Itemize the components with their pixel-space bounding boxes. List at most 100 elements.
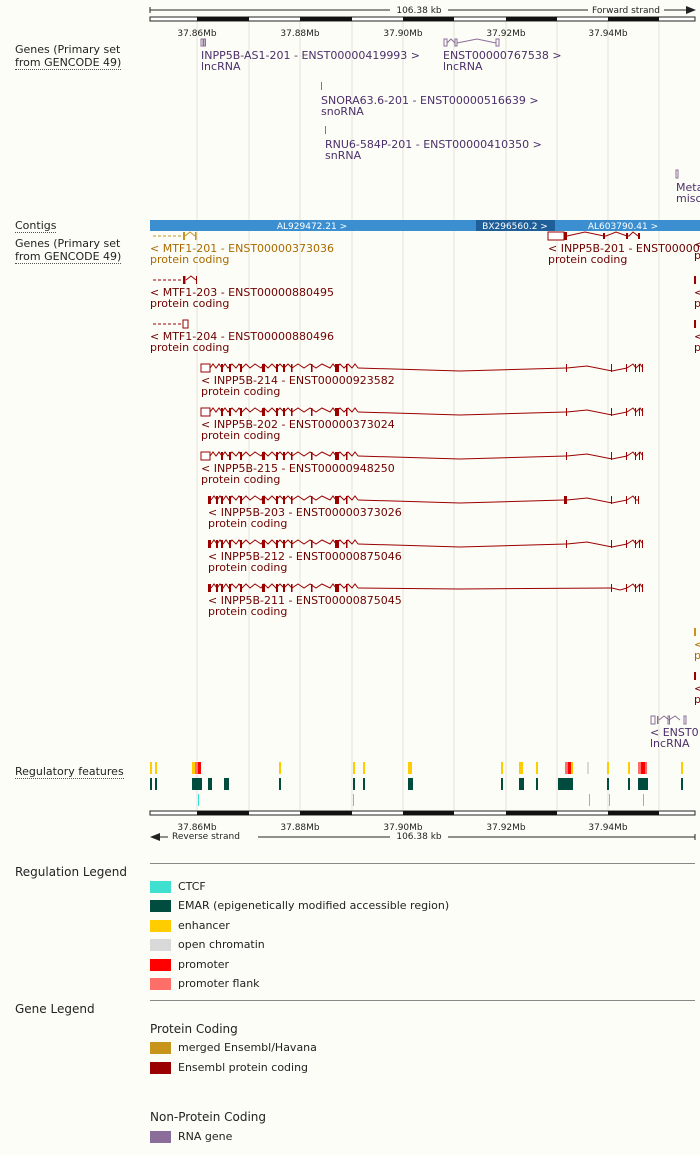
legend-swatch	[150, 939, 171, 951]
tick-label: 37.90Mb	[383, 823, 423, 833]
gene-name: < INPP5B-214 - ENST00000923582	[201, 374, 395, 387]
gene-biotype: protein coding	[150, 297, 229, 310]
gene-name: < INPP5B-201 - ENST00000373	[548, 242, 700, 255]
gene-name: < MTF1-203 - ENST00000880495	[150, 286, 334, 299]
gene-enst0-lncrna[interactable]: < ENST0 lncRNA	[650, 715, 699, 750]
gene-right-edge-4[interactable]: < p	[694, 672, 700, 706]
non-protein-coding-title: Non-Protein Coding	[150, 1110, 267, 1124]
track-label-line: from GENCODE 49)	[15, 56, 122, 69]
gene-biotype: p	[694, 649, 700, 662]
legend-swatch	[150, 900, 171, 912]
reg-feature	[353, 762, 355, 774]
genome-tracks[interactable]: 106.38 kb Forward strand 37.86Mb 37.88Mb…	[0, 0, 700, 850]
gene-name: < INPP5B-215 - ENST00000948250	[201, 462, 395, 475]
reg-feature	[408, 778, 413, 790]
reg-feature	[638, 778, 648, 790]
track-label-genes-reverse[interactable]: Genes (Primary set from GENCODE 49)	[15, 237, 122, 264]
reg-feature	[155, 778, 157, 790]
reg-feature	[628, 778, 630, 790]
legend-swatch	[150, 959, 171, 971]
reg-feature	[589, 794, 590, 806]
gene-biotype: protein coding	[548, 253, 627, 266]
gene-biotype: protein coding	[150, 253, 229, 266]
legend-swatch	[150, 1042, 171, 1054]
track-label-genes-forward[interactable]: Genes (Primary set from GENCODE 49)	[15, 43, 122, 70]
reg-feature	[565, 762, 568, 774]
contig-segment[interactable]	[555, 220, 700, 231]
gene-inpp5b-212[interactable]: < INPP5B-212 - ENST00000875046 protein c…	[208, 539, 644, 574]
bottom-scale-bar: 37.86Mb 37.88Mb 37.90Mb 37.92Mb 37.94Mb …	[149, 810, 696, 842]
contig-label: AL929472.21 >	[277, 222, 347, 232]
gene-mtf1-201[interactable]: < MTF1-201 - ENST00000373036 protein cod…	[150, 231, 334, 266]
gene-inpp5b-215[interactable]: < INPP5B-215 - ENST00000948250 protein c…	[200, 451, 644, 486]
gene-biotype: lncRNA	[201, 60, 241, 73]
reg-feature	[681, 778, 683, 790]
tick-label: 37.94Mb	[588, 29, 628, 39]
reverse-genes: < MTF1-201 - ENST00000373036 protein cod…	[150, 231, 700, 750]
gene-inpp5b-202[interactable]: < INPP5B-202 - ENST00000373024 protein c…	[200, 407, 644, 442]
gene-biotype: p	[694, 341, 700, 354]
reg-feature	[408, 762, 412, 774]
reg-feature	[609, 794, 610, 806]
reg-feature	[353, 794, 354, 806]
gene-biotype: snoRNA	[321, 105, 364, 118]
gene-right-edge-1[interactable]: < p	[694, 276, 700, 310]
reg-feature	[224, 778, 229, 790]
regulatory-track[interactable]	[150, 762, 683, 806]
gene-rnu6-584p-201[interactable]: RNU6-584P-201 - ENST00000410350 > snRNA	[325, 126, 542, 162]
gene-name: <	[694, 682, 700, 695]
legend-swatch	[150, 881, 171, 893]
reg-feature	[641, 762, 645, 774]
gene-right-edge-3[interactable]: < p	[694, 628, 700, 662]
contig-segment[interactable]	[476, 220, 555, 231]
gene-inpp5b-214[interactable]: < INPP5B-214 - ENST00000923582 protein c…	[200, 363, 644, 398]
reg-feature	[638, 762, 641, 774]
gene-snora63-6-201[interactable]: SNORA63.6-201 - ENST00000516639 > snoRNA	[321, 82, 539, 118]
track-label-contigs[interactable]: Contigs	[15, 219, 57, 233]
gene-right-edge-2[interactable]: < p	[694, 320, 700, 354]
legend-swatch	[150, 1131, 171, 1143]
gene-biotype: protein coding	[150, 341, 229, 354]
gene-biotype: protein coding	[201, 429, 280, 442]
legend-label: Ensembl protein coding	[178, 1061, 309, 1074]
bottom-span-label: 106.38 kb	[396, 832, 442, 842]
gene-enst00000767538[interactable]: ENST00000767538 > lncRNA	[443, 38, 562, 73]
gene-inpp5b-211[interactable]: < INPP5B-211 - ENST00000875045 protein c…	[208, 583, 644, 618]
reg-feature	[155, 762, 157, 774]
top-scale-bar: 106.38 kb Forward strand 37.86Mb 37.88Mb…	[149, 6, 696, 39]
gene-inpp5b-as1-201[interactable]: INPP5B-AS1-201 - ENST00000419993 > lncRN…	[200, 38, 420, 73]
forward-arrow-icon	[686, 6, 696, 14]
gene-legend-title: Gene Legend	[15, 1002, 95, 1016]
tick-label: 37.86Mb	[177, 823, 217, 833]
legend-label: merged Ensembl/Havana	[178, 1041, 317, 1054]
reg-feature	[607, 778, 609, 790]
legend-swatch	[150, 1062, 171, 1074]
reg-feature	[501, 778, 503, 790]
reg-feature	[681, 762, 683, 774]
contig-segment[interactable]	[150, 220, 476, 231]
protein-coding-title: Protein Coding	[150, 1022, 238, 1036]
track-label-regulatory[interactable]: Regulatory features	[15, 765, 124, 779]
reg-feature	[536, 762, 538, 774]
gene-mtf1-204[interactable]: < MTF1-204 - ENST00000880496 protein cod…	[150, 319, 334, 354]
reg-feature	[519, 762, 523, 774]
gene-meta[interactable]: Meta misc	[675, 169, 700, 205]
gene-inpp5b-201[interactable]: < INPP5B-201 - ENST00000373 protein codi…	[547, 231, 700, 266]
gene-right-edge-5[interactable]: < p	[694, 238, 700, 262]
reg-feature	[192, 762, 195, 774]
gene-name: INPP5B-AS1-201 - ENST00000419993 >	[201, 49, 420, 62]
legend-label: enhancer	[178, 919, 230, 932]
gene-biotype: p	[694, 693, 700, 706]
gene-name: ENST00000767538 >	[443, 49, 562, 62]
reg-feature	[279, 762, 281, 774]
gene-mtf1-203[interactable]: < MTF1-203 - ENST00000880495 protein cod…	[150, 275, 334, 310]
reg-feature	[519, 778, 524, 790]
reg-feature	[198, 762, 201, 774]
contig-label: AL603790.41 >	[588, 222, 658, 232]
reg-feature	[571, 762, 573, 774]
gene-inpp5b-203[interactable]: < INPP5B-203 - ENST00000373026 protein c…	[208, 495, 639, 530]
tick-label: 37.92Mb	[486, 29, 526, 39]
gene-name: < INPP5B-212 - ENST00000875046	[208, 550, 402, 563]
track-label-line: from GENCODE 49)	[15, 250, 122, 263]
grid-lines	[196, 16, 660, 810]
